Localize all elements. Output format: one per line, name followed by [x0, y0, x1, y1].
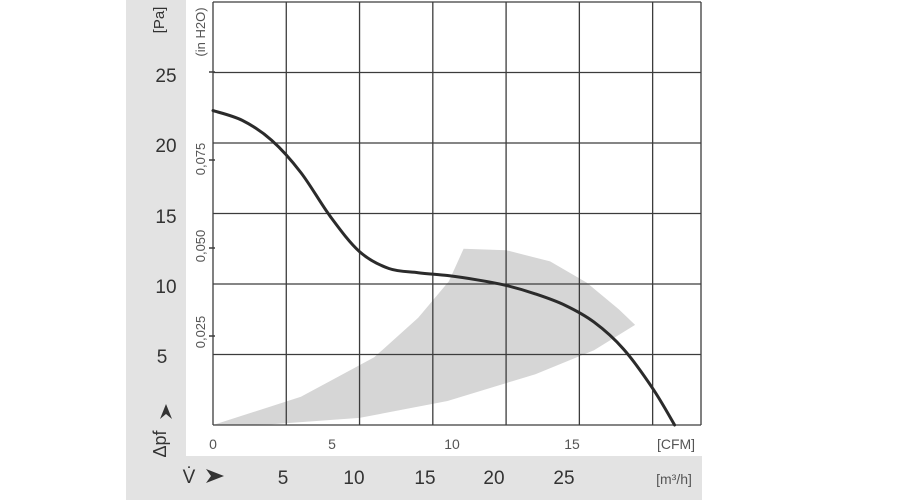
- y-axis-panel: [126, 0, 186, 500]
- y-axis-symbol: Δpf: [150, 429, 170, 457]
- y-unit-label: [Pa]: [151, 7, 168, 34]
- x-tick-label-m3h: 5: [278, 468, 289, 489]
- x-tick-label-m3h: 10: [343, 468, 364, 489]
- x-tick-label-m3h: 25: [553, 468, 574, 489]
- x-unit-label-cfm: [CFM]: [657, 436, 695, 452]
- grid-lines: [212, 1, 702, 426]
- y-axis-arrow-icon: [160, 404, 172, 419]
- y-tick-label: 5: [157, 347, 168, 368]
- y2-tick-label: 0,025: [193, 316, 208, 349]
- x-tick-label-cfm: 10: [444, 436, 460, 452]
- x-tick-label-cfm: 15: [564, 436, 580, 452]
- y2-tick-label: 0,050: [193, 230, 208, 263]
- x-axis-arrow-icon: [206, 469, 224, 483]
- x-axis-symbol: V̇: [183, 467, 196, 488]
- y-tick-label: 10: [155, 277, 176, 298]
- plot-area: [211, 1, 702, 427]
- x-tick-label-m3h: 15: [414, 468, 435, 489]
- y-tick-label: 25: [155, 66, 176, 87]
- y2-unit-label: (in H2O): [193, 7, 208, 56]
- y-tick-label: 20: [155, 136, 176, 157]
- x-tick-label-cfm: 0: [209, 436, 217, 452]
- x-tick-label-m3h: 20: [483, 468, 504, 489]
- y2-tick-label: 0,075: [193, 143, 208, 176]
- x-unit-label-m3h: [m³/h]: [656, 471, 692, 487]
- operating-range-area: [213, 248, 636, 425]
- x-axis-panel: [126, 456, 702, 500]
- series-line: [211, 109, 677, 427]
- y-tick-label: 15: [155, 207, 176, 228]
- x-tick-label-cfm: 5: [328, 436, 336, 452]
